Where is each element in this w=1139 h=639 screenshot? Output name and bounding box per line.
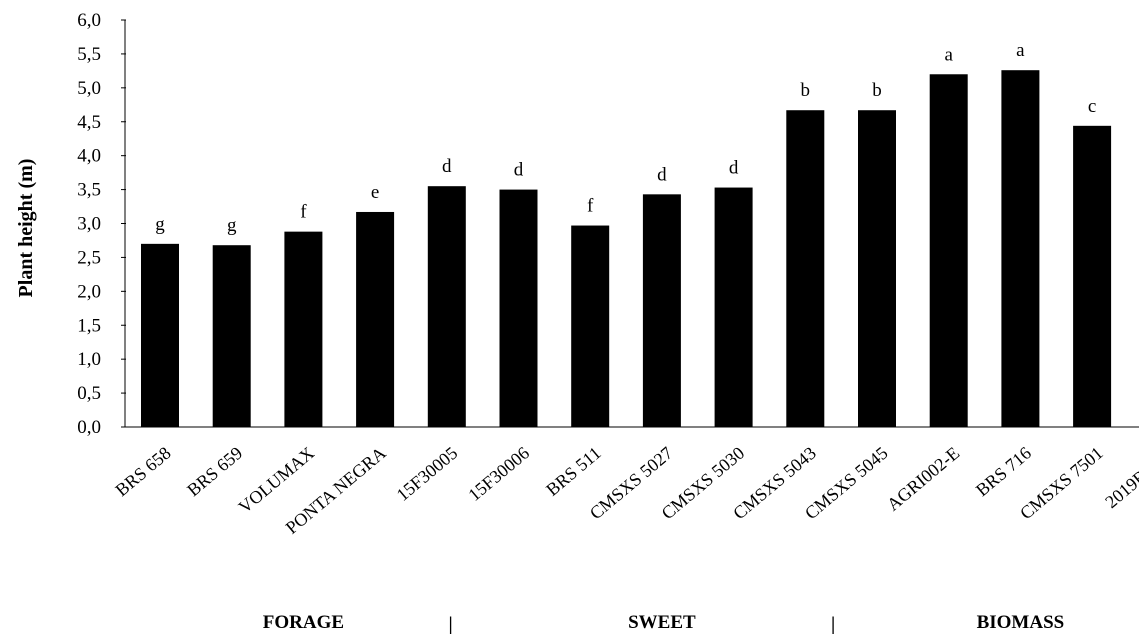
bar-letter-label: a [1016, 40, 1025, 61]
x-category-label: AGRI002-E [883, 443, 963, 515]
bar-letter-labels: ggfeddfddbbaaca [155, 40, 1096, 236]
bar [1073, 125, 1112, 427]
y-tick-label: 1,5 [77, 315, 101, 336]
x-category-label: BRS 658 [112, 443, 175, 500]
bar [212, 245, 251, 427]
bar-letter-label: e [371, 182, 379, 203]
y-tick-label: 5,5 [77, 44, 101, 65]
bar-letter-label: c [1088, 96, 1096, 117]
bar-letter-label: d [514, 160, 524, 181]
y-axis: 0,0 0,5 1,0 1,5 2,0 2,5 3,0 3,5 4,0 4,5 5,0 5,5 6,0 [77, 10, 126, 438]
bar-letter-label: f [300, 202, 307, 223]
bar [929, 74, 968, 428]
bar [356, 211, 395, 427]
bar-letter-label: b [801, 80, 811, 101]
x-category-label: 15F30006 [464, 443, 533, 505]
y-tick-label: 4,0 [77, 146, 101, 167]
y-axis-title: Plant height (m) [15, 159, 37, 298]
group-label: SWEET [628, 612, 696, 633]
bar [858, 110, 896, 428]
bar [786, 110, 825, 428]
bar-letter-label: b [872, 80, 882, 101]
bar [141, 243, 179, 427]
group-label: FORAGE [263, 612, 344, 633]
bar [714, 187, 753, 427]
x-category-label: BRS 659 [183, 443, 246, 500]
y-tick-label: 0,0 [77, 417, 101, 438]
x-category-label: 2019B0008 [1101, 443, 1139, 512]
y-tick-label: 3,0 [77, 214, 101, 235]
group-labels: FORAGE | SWEET | BIOMASS [263, 612, 1064, 635]
y-tick-label: 2,0 [77, 281, 101, 302]
y-tick-label: 2,5 [77, 247, 101, 268]
bar-letter-label: f [587, 196, 594, 217]
bar-letter-label: g [227, 215, 237, 236]
bar [284, 231, 323, 427]
y-tick-label: 0,5 [77, 383, 101, 404]
group-separator: | [831, 614, 835, 635]
y-tick-label: 3,5 [77, 180, 101, 201]
bar-letter-label: d [442, 156, 452, 177]
bar [499, 189, 538, 427]
y-tick-label: 4,5 [77, 112, 101, 133]
y-tick-label: 5,0 [77, 78, 101, 99]
y-tick-label: 6,0 [77, 10, 101, 31]
bar [571, 225, 610, 427]
bar-letter-label: g [155, 214, 165, 235]
bar-letter-label: a [944, 44, 953, 65]
y-tick-label: 1,0 [77, 349, 101, 370]
bar-letter-label: d [657, 164, 667, 185]
x-category-label: BRS 511 [542, 443, 605, 500]
bar [1001, 70, 1040, 428]
bars [141, 70, 1112, 428]
bar-letter-label: d [729, 158, 739, 179]
x-category-label: BRS 716 [972, 443, 1035, 500]
group-separator: | [449, 614, 453, 635]
bar [427, 186, 466, 427]
x-category-label: 15F30005 [393, 443, 462, 505]
bar [642, 194, 681, 427]
group-label: BIOMASS [977, 612, 1065, 633]
